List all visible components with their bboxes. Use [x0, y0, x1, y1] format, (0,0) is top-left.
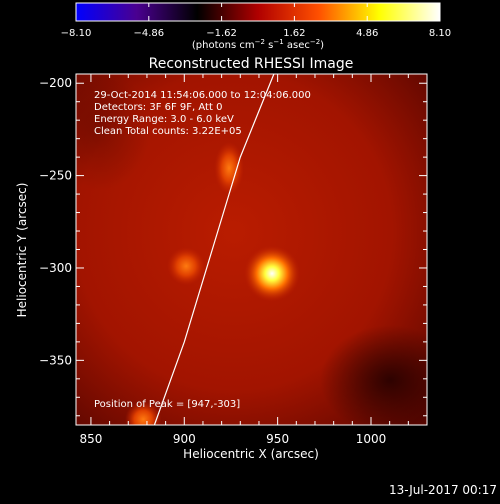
- emission-sources: [125, 141, 301, 425]
- annotations: 29-Oct-2014 11:54:06.000 to 12:04:06.000…: [94, 90, 311, 137]
- x-axis-ticks: 850 900 950 1000: [79, 74, 428, 446]
- heatmap-image: [76, 74, 427, 425]
- colorbar-tick-label: −8.10: [61, 28, 92, 39]
- x-tick-label: 900: [173, 432, 196, 446]
- colorbar: [75, 2, 441, 22]
- x-tick-label: 950: [266, 432, 289, 446]
- annotation-line: Detectors: 3F 6F 9F, Att 0: [94, 102, 222, 113]
- colorbar-tick-label: −1.62: [206, 28, 237, 39]
- y-axis-ticks: −200 −250 −300 −350: [39, 76, 427, 417]
- colorbar-unit: (photons cm−2 s−1 asec−2): [192, 38, 324, 51]
- colorbar-ticks: [75, 3, 441, 21]
- x-tick-label: 850: [79, 432, 102, 446]
- chart-title: Reconstructed RHESSI Image: [149, 56, 354, 72]
- y-tick-label: −200: [39, 76, 72, 90]
- colorbar-tick-label: 8.10: [429, 28, 451, 39]
- y-tick-label: −300: [39, 261, 72, 275]
- x-axis-label: Heliocentric X (arcsec): [183, 447, 319, 461]
- emission-source: [214, 141, 244, 195]
- dark-region-upper-left: [76, 74, 150, 190]
- annotation-line: Clean Total counts: 3.22E+05: [94, 126, 242, 137]
- colorbar-tick-label: 4.86: [356, 28, 378, 39]
- y-tick-label: −350: [39, 353, 72, 367]
- emission-source: [125, 401, 162, 425]
- dark-region: [320, 325, 427, 425]
- x-tick-label: 1000: [356, 432, 387, 446]
- emission-source: [244, 245, 301, 302]
- timestamp: 13-Jul-2017 00:17: [389, 483, 497, 497]
- peak-position-label: Position of Peak = [947,-303]: [94, 399, 240, 410]
- y-axis-label: Heliocentric Y (arcsec): [15, 183, 29, 318]
- emission-source: [167, 247, 206, 286]
- annotation-line: 29-Oct-2014 11:54:06.000 to 12:04:06.000: [94, 90, 311, 101]
- colorbar-tick-labels: −8.10 −4.86 −1.62 1.62 4.86 8.10: [61, 28, 451, 39]
- y-tick-label: −250: [39, 169, 72, 183]
- solar-limb-curve: [153, 74, 275, 425]
- colorbar-tick-label: −4.86: [133, 28, 164, 39]
- colorbar-tick-label: 1.62: [283, 28, 305, 39]
- annotation-line: Energy Range: 3.0 - 6.0 keV: [94, 114, 234, 125]
